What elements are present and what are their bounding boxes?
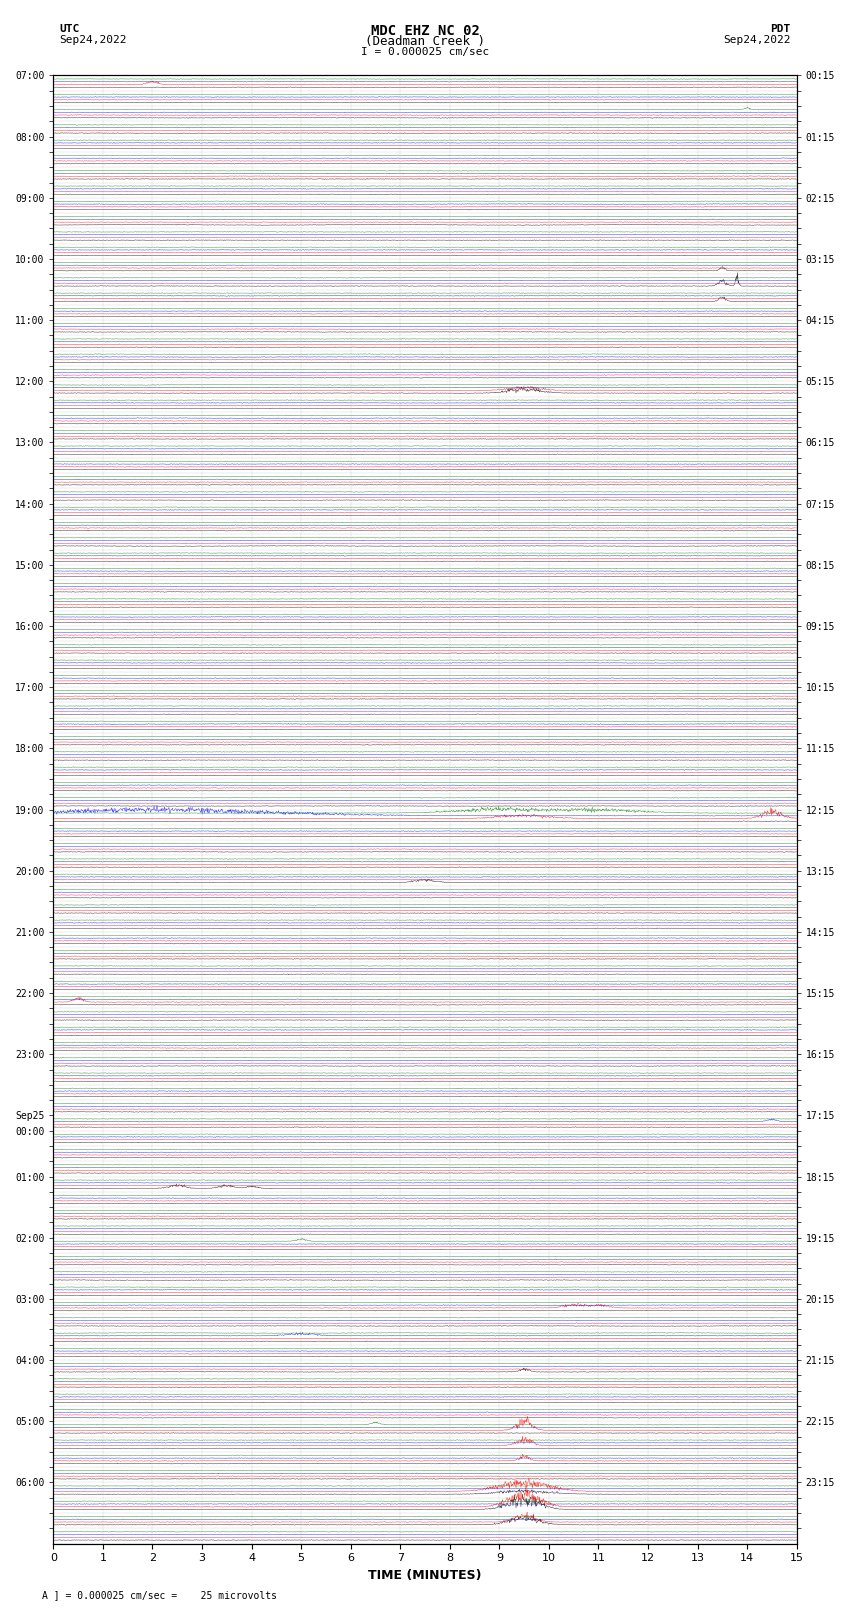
X-axis label: TIME (MINUTES): TIME (MINUTES)	[368, 1569, 482, 1582]
Text: UTC: UTC	[60, 24, 80, 34]
Text: MDC EHZ NC 02: MDC EHZ NC 02	[371, 24, 479, 39]
Text: Sep24,2022: Sep24,2022	[723, 35, 791, 45]
Text: PDT: PDT	[770, 24, 790, 34]
Text: Sep24,2022: Sep24,2022	[60, 35, 127, 45]
Text: I = 0.000025 cm/sec: I = 0.000025 cm/sec	[361, 47, 489, 56]
Text: A ] = 0.000025 cm/sec =    25 microvolts: A ] = 0.000025 cm/sec = 25 microvolts	[42, 1590, 277, 1600]
Text: (Deadman Creek ): (Deadman Creek )	[365, 35, 485, 48]
